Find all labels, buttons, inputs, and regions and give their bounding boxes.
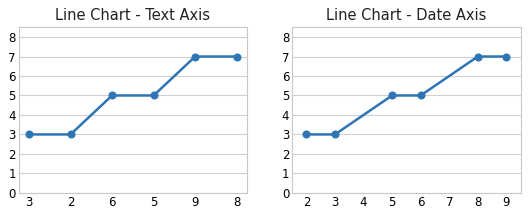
Title: Line Chart - Text Axis: Line Chart - Text Axis xyxy=(56,8,211,23)
Title: Line Chart - Date Axis: Line Chart - Date Axis xyxy=(326,8,487,23)
